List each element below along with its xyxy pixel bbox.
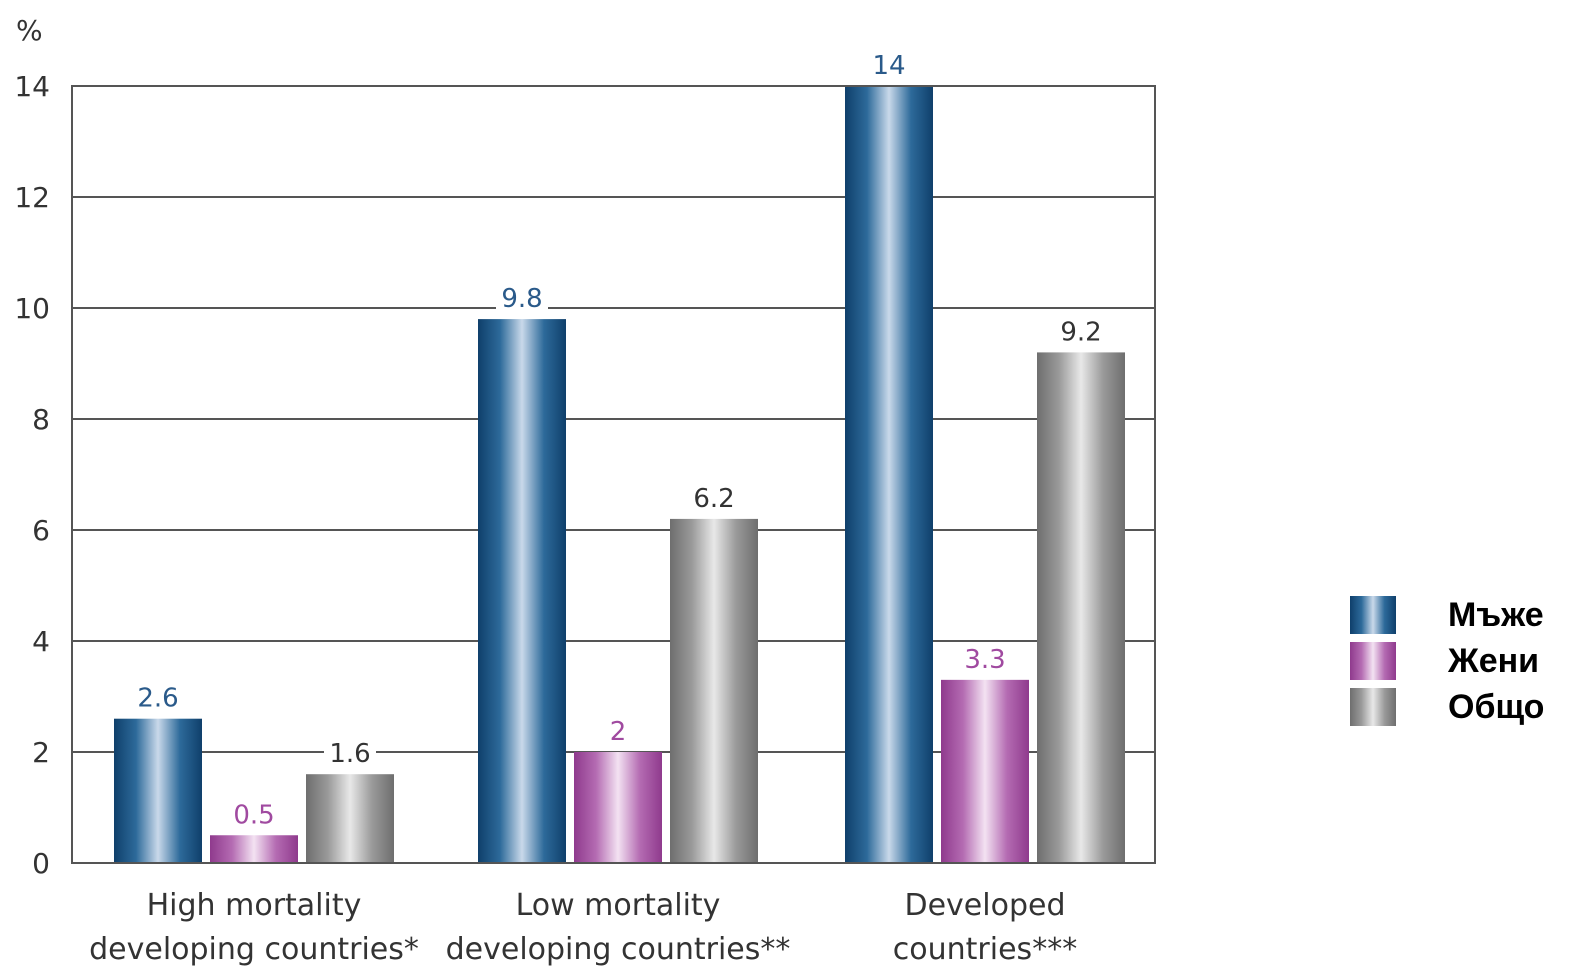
- data-label-bg-1-0: [496, 281, 548, 312]
- data-label-1-0: 9.8: [501, 284, 542, 314]
- legend-item-2: Общо: [1350, 684, 1544, 730]
- y-tick-label-12: 12: [14, 181, 50, 214]
- data-label-0-0: 2.6: [137, 684, 178, 714]
- y-tick-label-10: 10: [14, 292, 50, 325]
- bar-2-1: [941, 679, 1029, 863]
- data-label-0-2: 1.6: [329, 739, 370, 769]
- bars: [114, 86, 1125, 864]
- y-tick-label-2: 2: [32, 736, 50, 769]
- data-label-1-1: 2: [610, 717, 627, 747]
- y-axis-unit-label: %: [16, 14, 43, 47]
- y-tick-label-4: 4: [32, 625, 50, 658]
- legend-swatch-1: [1350, 642, 1396, 680]
- y-axis-ticks: 0 2 4 6 8 10 12 14: [14, 70, 50, 880]
- bar-0-2: [306, 774, 394, 863]
- legend-item-0: Мъже: [1350, 592, 1544, 638]
- bar-2-0: [845, 86, 933, 863]
- y-tick-label-14: 14: [14, 70, 50, 103]
- bar-0-0: [114, 718, 202, 863]
- data-label-0-1: 0.5: [233, 800, 274, 830]
- category-label-0: High mortality developing countries*: [89, 888, 419, 967]
- data-labels: 2.6 0.5 1.6 9.8 2 6.2 14 3.3 9.2: [137, 51, 1101, 830]
- y-tick-label-0: 0: [32, 847, 50, 880]
- bar-1-2: [670, 518, 758, 863]
- data-label-2-0: 14: [872, 51, 905, 81]
- legend-label-0: Мъже: [1448, 595, 1544, 634]
- legend-label-2: Общо: [1448, 687, 1545, 726]
- legend-label-1: Жени: [1448, 641, 1540, 680]
- category-label-1: Low mortality developing countries**: [446, 888, 791, 967]
- legend-swatch-2: [1350, 688, 1396, 726]
- legend-swatch-0: [1350, 596, 1396, 634]
- data-label-bg-0-2: [324, 736, 376, 767]
- plot-frame: [71, 85, 1156, 864]
- x-axis-category-labels: High mortality developing countries* Low m…: [89, 888, 1077, 967]
- bar-1-0: [478, 319, 566, 864]
- y-tick-label-6: 6: [32, 514, 50, 547]
- data-label-1-2: 6.2: [693, 484, 734, 514]
- bar-2-2: [1037, 352, 1125, 863]
- y-tick-label-8: 8: [32, 403, 50, 436]
- category-label-2: Developed countries***: [893, 888, 1077, 967]
- legend: Мъже Жени Общо: [1350, 592, 1544, 730]
- data-label-2-1: 3.3: [964, 645, 1005, 675]
- gridlines: [72, 85, 1155, 864]
- bar-1-1: [574, 752, 662, 863]
- bar-0-1: [210, 835, 298, 863]
- data-label-2-2: 9.2: [1060, 317, 1101, 347]
- legend-item-1: Жени: [1350, 638, 1544, 684]
